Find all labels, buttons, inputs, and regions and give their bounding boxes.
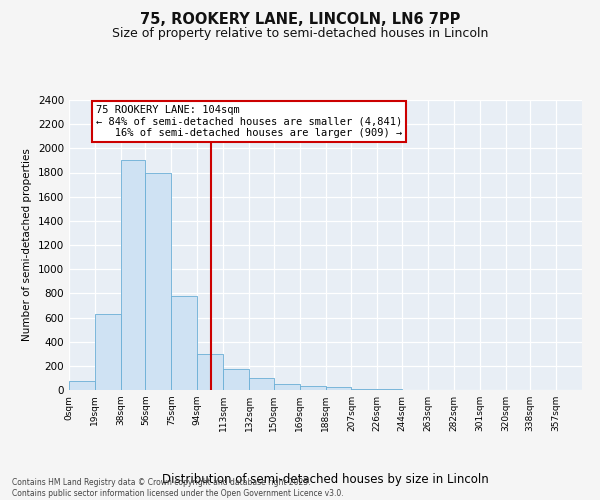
Text: 75 ROOKERY LANE: 104sqm
← 84% of semi-detached houses are smaller (4,841)
   16%: 75 ROOKERY LANE: 104sqm ← 84% of semi-de… (95, 105, 402, 138)
Bar (121, 160, 145, 390)
Bar (69, 381, 95, 390)
Bar (299, 386, 325, 390)
X-axis label: Distribution of semi-detached houses by size in Lincoln: Distribution of semi-detached houses by … (162, 473, 489, 486)
Bar (352, 389, 377, 390)
Y-axis label: Number of semi-detached properties: Number of semi-detached properties (22, 148, 32, 342)
Bar (223, 369, 249, 390)
Bar (145, 172, 172, 390)
Text: Contains HM Land Registry data © Crown copyright and database right 2025.
Contai: Contains HM Land Registry data © Crown c… (12, 478, 344, 498)
Text: 75, ROOKERY LANE, LINCOLN, LN6 7PP: 75, ROOKERY LANE, LINCOLN, LN6 7PP (140, 12, 460, 28)
Bar (325, 387, 352, 390)
Bar (197, 354, 223, 390)
Text: Size of property relative to semi-detached houses in Lincoln: Size of property relative to semi-detach… (112, 28, 488, 40)
Bar (95, 314, 121, 390)
Bar (172, 296, 197, 390)
Bar (274, 384, 299, 390)
Bar (249, 378, 274, 390)
